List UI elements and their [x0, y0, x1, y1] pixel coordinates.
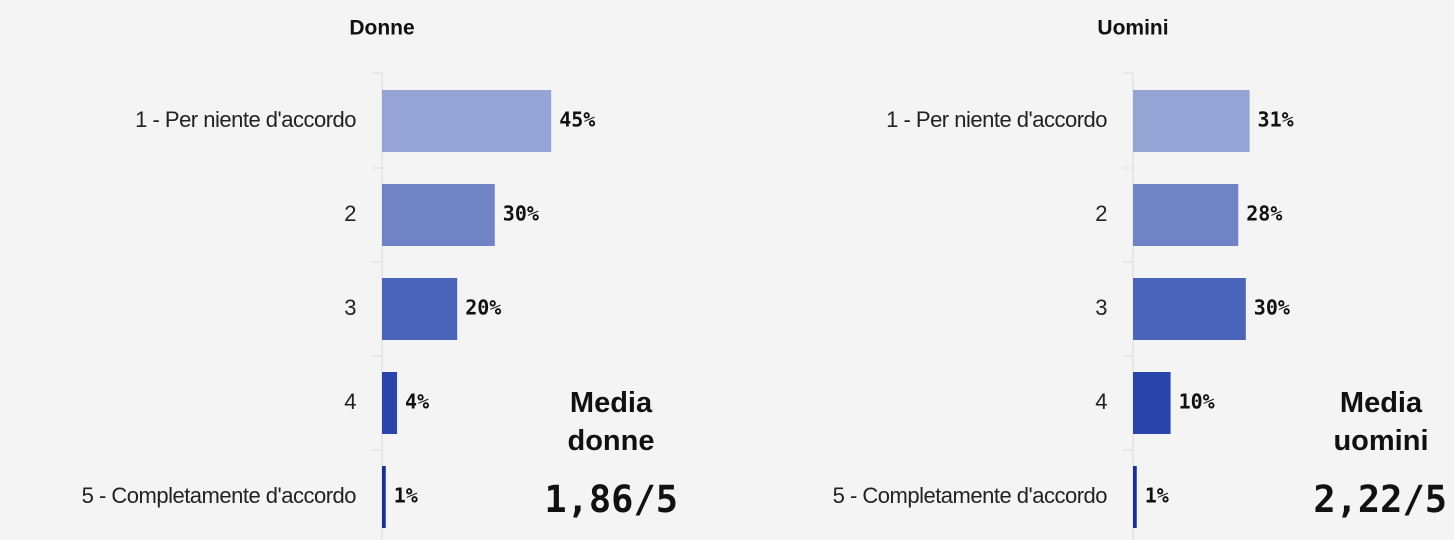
value-label: 1% — [1145, 484, 1169, 508]
bar — [382, 466, 386, 528]
bar — [1133, 466, 1137, 528]
bar — [1133, 184, 1239, 246]
chart-title: Uomini — [1097, 17, 1168, 40]
value-label: 10% — [1179, 390, 1215, 414]
value-label: 20% — [465, 296, 501, 320]
chart-title: Donne — [349, 17, 414, 40]
bar — [382, 90, 552, 152]
value-label: 28% — [1246, 202, 1282, 226]
mean-value: 1,86/5 — [544, 478, 678, 521]
category-label: 5 - Completamente d'accordo — [82, 483, 357, 508]
value-label: 30% — [503, 202, 539, 226]
value-label: 4% — [405, 390, 429, 414]
value-label: 31% — [1258, 108, 1294, 132]
mean-label: Media donne — [567, 387, 655, 457]
category-label: 2 — [1095, 201, 1107, 226]
mean-value: 2,22/5 — [1313, 478, 1447, 521]
mean-label: Media uomini — [1333, 387, 1429, 457]
bar — [382, 278, 458, 340]
value-label: 30% — [1254, 296, 1290, 320]
bar — [1133, 372, 1171, 434]
category-label: 3 — [1095, 295, 1107, 320]
bar — [1133, 278, 1246, 340]
value-label: 45% — [559, 108, 595, 132]
category-label: 1 - Per niente d'accordo — [135, 107, 356, 132]
bar — [1133, 90, 1250, 152]
bar — [382, 184, 495, 246]
category-label: 1 - Per niente d'accordo — [886, 107, 1107, 132]
category-label: 4 — [1095, 389, 1107, 414]
category-label: 4 — [344, 389, 356, 414]
category-label: 2 — [344, 201, 356, 226]
category-label: 3 — [344, 295, 356, 320]
value-label: 1% — [394, 484, 418, 508]
category-label: 5 - Completamente d'accordo — [833, 483, 1108, 508]
bar — [382, 372, 398, 434]
